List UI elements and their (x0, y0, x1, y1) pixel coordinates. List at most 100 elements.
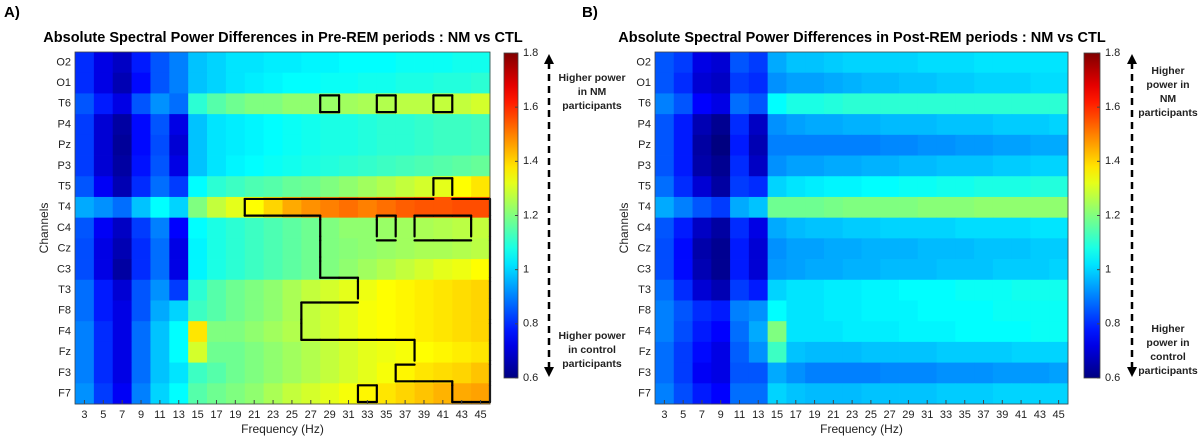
heat-cell (207, 155, 227, 177)
heat-cell (188, 383, 208, 405)
heat-cell (673, 176, 693, 198)
heat-cell (823, 341, 844, 363)
heat-cell (207, 176, 227, 198)
x-tick-label: 37 (977, 409, 989, 421)
heat-cell (282, 321, 302, 343)
colorbar-tick-label: 1.4 (523, 155, 538, 167)
heat-cell (263, 93, 283, 115)
heat-cell (244, 196, 265, 219)
heat-cell (339, 72, 359, 94)
heat-cell (357, 300, 378, 322)
heat-cell (786, 176, 806, 198)
heat-cell (395, 93, 415, 115)
heat-cell (842, 134, 862, 156)
heat-cell (692, 383, 712, 405)
heat-cell (263, 155, 283, 177)
heat-cell (357, 155, 378, 177)
heat-cell (805, 217, 825, 239)
heat-cell (433, 114, 453, 136)
annotation: Higher (1151, 65, 1184, 77)
heat-cell (899, 72, 919, 94)
heat-cell (899, 176, 919, 198)
heat-cell (692, 321, 712, 343)
x-tick-label: 29 (324, 409, 336, 421)
heat-cell (75, 362, 95, 384)
heat-cell (169, 72, 189, 94)
heat-cell (805, 134, 825, 156)
heat-cell (471, 217, 491, 239)
heat-cell (880, 134, 900, 156)
heat-cell (225, 321, 246, 343)
heat-cell (917, 341, 937, 363)
heat-cell (75, 300, 95, 322)
heat-cell (376, 114, 397, 136)
heat-cell (395, 176, 415, 198)
heat-cell (673, 196, 693, 219)
y-tick-label: F4 (638, 325, 651, 337)
y-tick-label: T3 (638, 284, 651, 296)
heat-cell (1030, 238, 1050, 260)
heat-cell (75, 321, 95, 343)
heat-cell (207, 217, 227, 239)
heat-cell (471, 155, 491, 177)
heat-cell (692, 300, 712, 322)
heat-cell (805, 279, 825, 301)
heat-cell (974, 72, 994, 94)
heat-cell (673, 383, 693, 405)
colorbar-tick-label: 0.6 (1105, 372, 1120, 384)
heat-cell (263, 217, 283, 239)
y-tick-label: C3 (57, 263, 71, 275)
heat-cell (188, 196, 208, 219)
heat-cell (1011, 72, 1031, 94)
heat-cell (452, 383, 472, 405)
heat-cell (1030, 196, 1050, 219)
heat-cell (225, 155, 246, 177)
heat-cell (899, 52, 919, 74)
colorbar-tick-label: 0.8 (523, 318, 538, 330)
heat-cell (917, 362, 937, 384)
heat-cell (823, 321, 844, 343)
heat-cell (150, 238, 170, 260)
heat-cell (1049, 300, 1069, 322)
heat-cell (673, 114, 693, 136)
heat-cell (974, 259, 994, 281)
heat-cell (692, 52, 712, 74)
heat-cell (320, 72, 340, 94)
heat-cell (433, 217, 453, 239)
heat-cell (730, 279, 750, 301)
heat-cell (433, 341, 453, 363)
x-tick-label: 41 (437, 409, 449, 421)
heat-cell (282, 238, 302, 260)
heat-cell (263, 52, 283, 74)
heat-cell (1030, 52, 1050, 74)
heat-cell (207, 114, 227, 136)
heat-cell (93, 114, 114, 136)
heat-cell (225, 134, 246, 156)
x-tick-label: 9 (718, 409, 724, 421)
heat-cell (169, 155, 189, 177)
heat-cell (1030, 341, 1050, 363)
heat-cell (112, 279, 132, 301)
heat-cell (301, 134, 321, 156)
heat-cell (899, 383, 919, 405)
annotation: NM (1160, 93, 1177, 105)
heat-cell (655, 300, 675, 322)
heat-cell (339, 134, 359, 156)
x-tick-label: 45 (474, 409, 486, 421)
heat-cell (376, 321, 397, 343)
annotation: Higher power (558, 72, 625, 84)
heat-cell (786, 155, 806, 177)
heat-cell (992, 93, 1013, 115)
heat-cell (112, 300, 132, 322)
heat-cell (282, 217, 302, 239)
heat-cell (282, 259, 302, 281)
heat-cell (376, 93, 397, 115)
y-tick-label: C4 (637, 222, 651, 234)
heat-cell (150, 196, 170, 219)
heat-cell (357, 176, 378, 198)
y-axis-label: Channels (37, 203, 51, 254)
heat-cell (244, 155, 265, 177)
heat-cell (301, 196, 321, 219)
heat-cell (861, 134, 881, 156)
